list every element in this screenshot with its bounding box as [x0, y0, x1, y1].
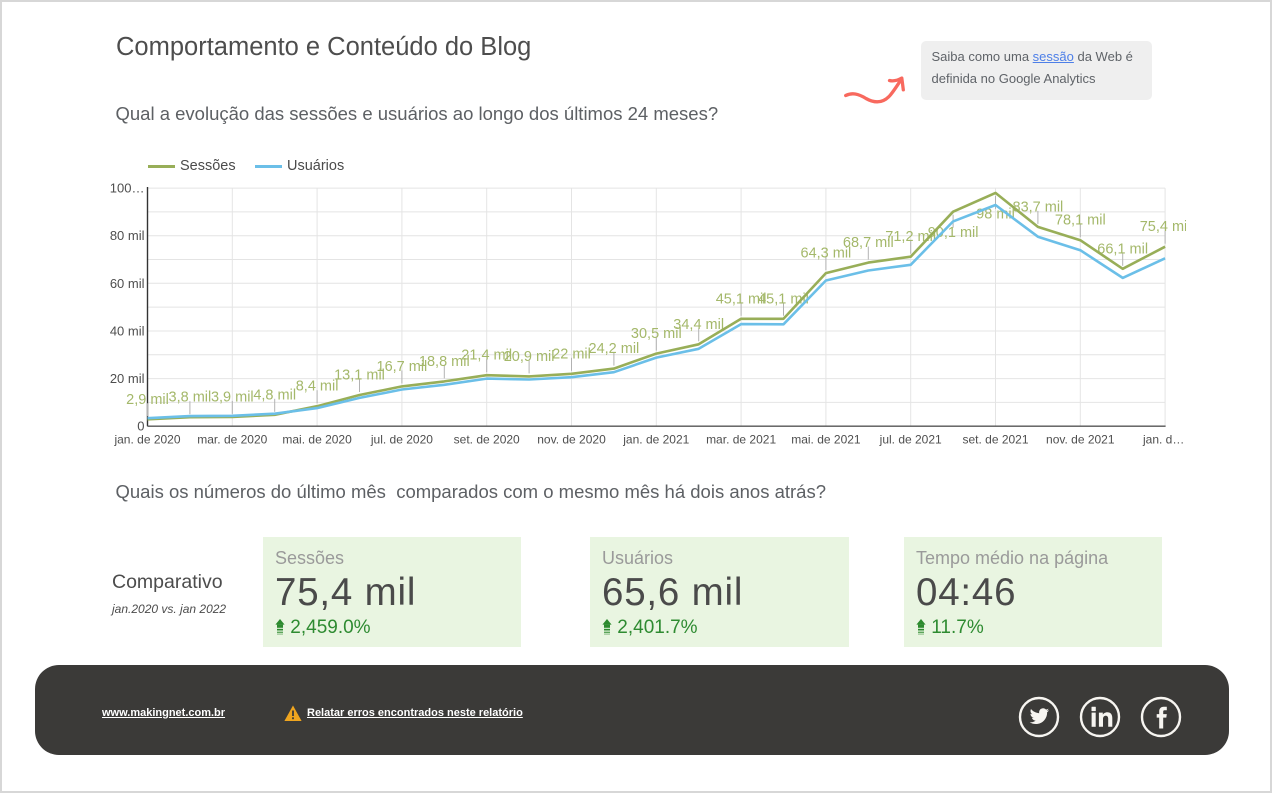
svg-text:mai. de 2020: mai. de 2020: [282, 433, 352, 447]
svg-text:98 mil: 98 mil: [976, 206, 1015, 222]
svg-text:mai. de 2021: mai. de 2021: [791, 433, 861, 447]
svg-text:nov. de 2020: nov. de 2020: [537, 433, 606, 447]
svg-text:75,4 mil: 75,4 mil: [1140, 219, 1186, 235]
svg-text:60 mil: 60 mil: [110, 276, 145, 291]
svg-text:3,8 mil: 3,8 mil: [169, 390, 212, 406]
svg-text:8,4 mil: 8,4 mil: [296, 379, 339, 395]
svg-text:40 mil: 40 mil: [110, 324, 145, 339]
svg-text:45,1 mil: 45,1 mil: [716, 291, 767, 307]
svg-text:83,7 mil: 83,7 mil: [1013, 199, 1064, 215]
svg-text:24,2 mil: 24,2 mil: [589, 341, 640, 357]
svg-text:100…: 100…: [110, 181, 145, 196]
svg-text:mar. de 2021: mar. de 2021: [706, 433, 776, 447]
svg-text:jan. de 2021: jan. de 2021: [622, 433, 689, 447]
svg-text:78,1 mil: 78,1 mil: [1055, 213, 1106, 229]
svg-text:jul. de 2021: jul. de 2021: [879, 433, 942, 447]
svg-text:mar. de 2020: mar. de 2020: [197, 433, 267, 447]
svg-text:90,1 mil: 90,1 mil: [928, 225, 979, 241]
svg-text:21,4 mil: 21,4 mil: [461, 348, 512, 364]
svg-text:4,8 mil: 4,8 mil: [253, 387, 296, 403]
svg-text:20,9 mil: 20,9 mil: [504, 349, 555, 365]
svg-text:30,5 mil: 30,5 mil: [631, 326, 682, 342]
svg-text:13,1 mil: 13,1 mil: [334, 368, 385, 384]
svg-text:71,2 mil: 71,2 mil: [885, 229, 936, 245]
svg-text:0: 0: [137, 419, 144, 434]
svg-text:64,3 mil: 64,3 mil: [801, 246, 852, 262]
svg-text:jan. d…: jan. d…: [1142, 433, 1184, 447]
svg-text:20 mil: 20 mil: [110, 371, 145, 386]
svg-text:18,8 mil: 18,8 mil: [419, 354, 470, 370]
svg-text:22 mil: 22 mil: [552, 346, 591, 362]
svg-text:nov. de 2021: nov. de 2021: [1046, 433, 1115, 447]
svg-text:jan. de 2020: jan. de 2020: [113, 433, 180, 447]
svg-text:set. de 2020: set. de 2020: [454, 433, 520, 447]
svg-text:2,9 mil: 2,9 mil: [126, 392, 169, 408]
svg-text:34,4 mil: 34,4 mil: [673, 317, 724, 333]
svg-text:set. de 2021: set. de 2021: [962, 433, 1028, 447]
svg-text:80 mil: 80 mil: [110, 228, 145, 243]
svg-text:jul. de 2020: jul. de 2020: [370, 433, 433, 447]
svg-text:66,1 mil: 66,1 mil: [1097, 241, 1148, 257]
svg-text:68,7 mil: 68,7 mil: [843, 235, 894, 251]
svg-text:3,9 mil: 3,9 mil: [211, 389, 254, 405]
svg-text:16,7 mil: 16,7 mil: [377, 359, 428, 375]
